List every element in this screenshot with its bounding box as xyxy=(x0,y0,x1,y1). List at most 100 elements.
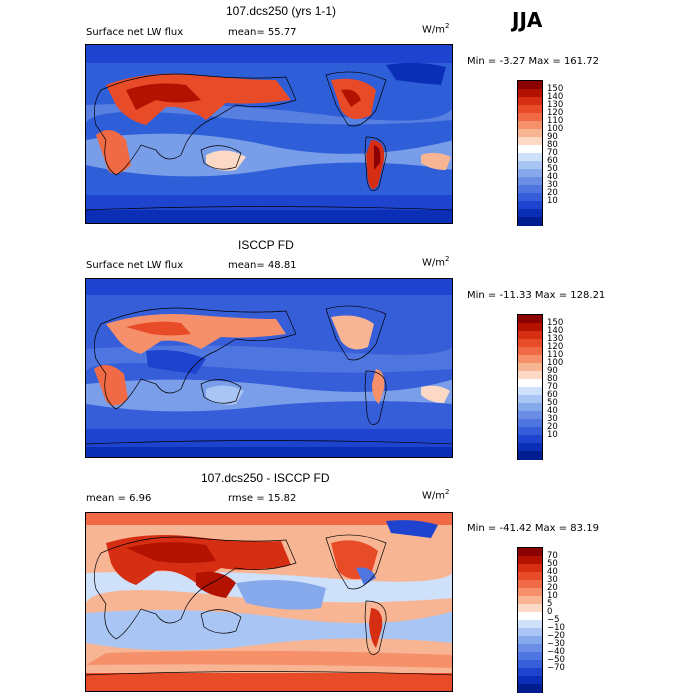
colorbar-swatch xyxy=(518,169,542,178)
colorbar-swatch xyxy=(518,137,542,146)
panel-2-map xyxy=(85,278,453,458)
colorbar-swatch xyxy=(518,347,542,356)
panel-1-map xyxy=(85,44,453,224)
colorbar-swatch xyxy=(518,339,542,348)
colorbar-swatch xyxy=(518,411,542,420)
colorbar-swatch xyxy=(518,443,542,452)
panel-2-minmax: Min = -11.33 Max = 128.21 xyxy=(467,290,606,301)
colorbar-swatch xyxy=(518,564,542,573)
colorbar-swatch xyxy=(518,379,542,388)
colorbar-swatch xyxy=(518,153,542,162)
colorbar-swatch xyxy=(518,331,542,340)
colorbar-swatch xyxy=(518,628,542,637)
colorbar-swatch xyxy=(518,201,542,210)
colorbar-swatch xyxy=(518,588,542,597)
colorbar-swatch xyxy=(518,676,542,685)
colorbar-swatch xyxy=(518,652,542,661)
colorbar-swatch xyxy=(518,668,542,677)
colorbar-swatch xyxy=(518,105,542,114)
panel-3-title: 107.dcs250 - ISCCP FD xyxy=(201,471,330,485)
panel-3-rmse: rmse = 15.82 xyxy=(228,493,297,504)
panel-1-units: W/m2 xyxy=(422,22,450,36)
colorbar-tick-label: 50 xyxy=(547,559,558,569)
colorbar-swatch xyxy=(518,556,542,565)
colorbar-swatch xyxy=(518,403,542,412)
colorbar-swatch xyxy=(518,596,542,605)
colorbar-tick-label: −30 xyxy=(547,639,565,649)
colorbar-tick-label: 20 xyxy=(547,188,558,198)
colorbar-tick-label: 130 xyxy=(547,100,564,110)
colorbar-tick-label: 70 xyxy=(547,382,558,392)
colorbar-tick-label: 30 xyxy=(547,414,558,424)
panel-3-units: W/m2 xyxy=(422,488,450,502)
colorbar-tick-label: 40 xyxy=(547,406,558,416)
panel-2-colorbar xyxy=(517,314,543,460)
colorbar-tick-label: 10 xyxy=(547,196,558,206)
colorbar-tick-label: −20 xyxy=(547,631,565,641)
panel-2-field-name: Surface net LW flux xyxy=(86,260,184,271)
colorbar-tick-label: 70 xyxy=(547,148,558,158)
colorbar-swatch xyxy=(518,387,542,396)
colorbar-tick-label: 90 xyxy=(547,132,558,142)
panel-3-mean: mean = 6.96 xyxy=(86,493,152,504)
colorbar-tick-label: 130 xyxy=(547,334,564,344)
colorbar-swatch xyxy=(518,395,542,404)
colorbar-swatch xyxy=(518,129,542,138)
colorbar-swatch xyxy=(518,419,542,428)
colorbar-tick-label: −70 xyxy=(547,663,565,673)
panel-1-title: 107.dcs250 (yrs 1-1) xyxy=(226,4,337,18)
colorbar-tick-label: 30 xyxy=(547,180,558,190)
colorbar-tick-label: 30 xyxy=(547,575,558,585)
colorbar-swatch xyxy=(518,113,542,122)
colorbar-swatch xyxy=(518,161,542,170)
colorbar-tick-label: 140 xyxy=(547,92,564,102)
colorbar-swatch xyxy=(518,604,542,613)
colorbar-tick-label: −50 xyxy=(547,655,565,665)
colorbar-tick-label: 120 xyxy=(547,342,564,352)
colorbar-swatch xyxy=(518,363,542,372)
colorbar-swatch xyxy=(518,427,542,436)
colorbar-tick-label: 0 xyxy=(547,607,553,617)
colorbar-swatch xyxy=(518,548,542,557)
colorbar-tick-label: 150 xyxy=(547,84,564,94)
panel-2-title: ISCCP FD xyxy=(238,238,294,252)
colorbar-tick-label: 40 xyxy=(547,172,558,182)
colorbar-tick-label: 150 xyxy=(547,318,564,328)
colorbar-tick-label: 100 xyxy=(547,358,564,368)
colorbar-tick-label: 50 xyxy=(547,164,558,174)
colorbar-tick-label: −5 xyxy=(547,615,560,625)
colorbar-tick-label: 60 xyxy=(547,390,558,400)
colorbar-tick-label: 110 xyxy=(547,350,564,360)
colorbar-tick-label: 140 xyxy=(547,326,564,336)
colorbar-swatch xyxy=(518,644,542,653)
colorbar-swatch xyxy=(518,580,542,589)
colorbar-swatch xyxy=(518,451,542,460)
colorbar-tick-label: 20 xyxy=(547,583,558,593)
colorbar-tick-label: 70 xyxy=(547,551,558,561)
colorbar-swatch xyxy=(518,81,542,90)
colorbar-swatch xyxy=(518,177,542,186)
panel-1-field-name: Surface net LW flux xyxy=(86,27,184,38)
colorbar-swatch xyxy=(518,323,542,332)
panel-3-minmax: Min = -41.42 Max = 83.19 xyxy=(467,523,599,534)
colorbar-swatch xyxy=(518,371,542,380)
colorbar-swatch xyxy=(518,620,542,629)
colorbar-tick-label: 5 xyxy=(547,599,553,609)
panel-2-mean: mean= 48.81 xyxy=(228,260,297,271)
colorbar-tick-label: 80 xyxy=(547,140,558,150)
colorbar-swatch xyxy=(518,684,542,693)
colorbar-swatch xyxy=(518,145,542,154)
colorbar-tick-label: 110 xyxy=(547,116,564,126)
panel-1-minmax: Min = -3.27 Max = 161.72 xyxy=(467,56,599,67)
panel-2-units: W/m2 xyxy=(422,255,450,269)
colorbar-swatch xyxy=(518,97,542,106)
panel-3-map xyxy=(85,512,453,692)
colorbar-tick-label: 20 xyxy=(547,422,558,432)
colorbar-swatch xyxy=(518,636,542,645)
colorbar-swatch xyxy=(518,185,542,194)
colorbar-tick-label: −40 xyxy=(547,647,565,657)
panel-1-colorbar xyxy=(517,80,543,226)
colorbar-swatch xyxy=(518,217,542,226)
panel-1-mean: mean= 55.77 xyxy=(228,27,297,38)
colorbar-tick-label: −10 xyxy=(547,623,565,633)
